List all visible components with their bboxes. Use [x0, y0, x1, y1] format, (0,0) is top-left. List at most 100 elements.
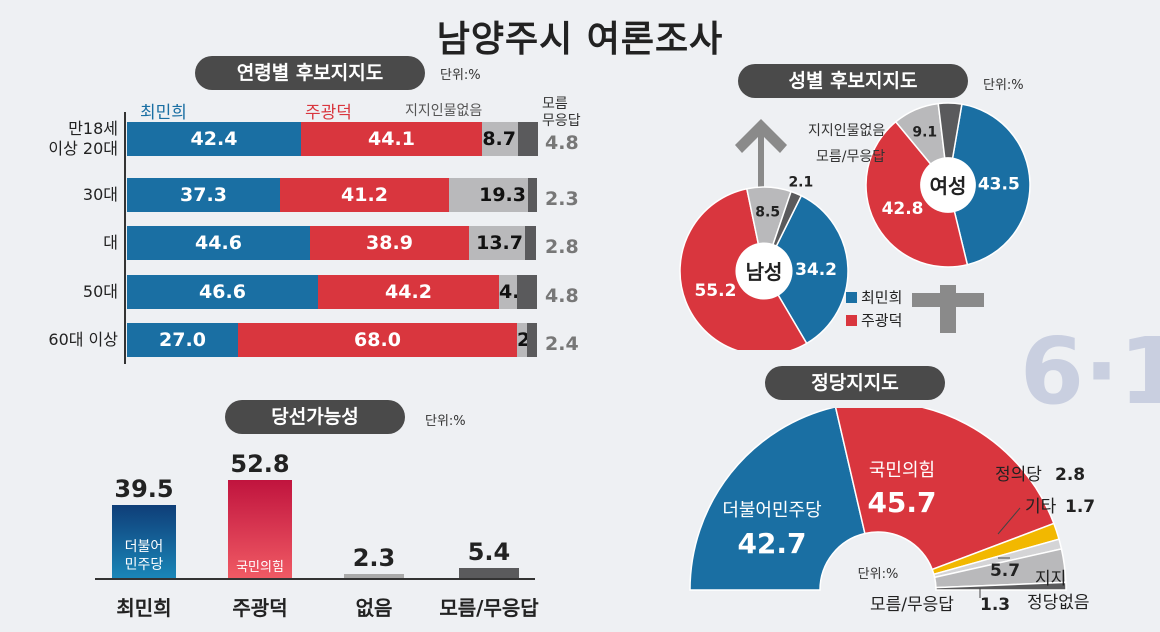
- age-row-bar: 37.3 41.2 19.3: [127, 178, 537, 212]
- party-nosupport-value: 5.7: [990, 561, 1020, 581]
- age-row-label: 대: [103, 233, 118, 252]
- age-row-bar: 27.068.02.5: [127, 323, 537, 357]
- party-ppp-label: 국민의힘: [869, 460, 935, 481]
- female-symbol-icon: [940, 285, 956, 333]
- age-seg-ju: 44.2: [318, 275, 499, 309]
- male-unknown-label: 모름/무응답: [816, 149, 886, 165]
- party-dem-label: 더불어민주당: [722, 500, 821, 521]
- female-pie-ju: [865, 120, 969, 268]
- male-pie-value-choi: 34.2: [795, 260, 837, 280]
- party-other-label: 기타: [1025, 497, 1057, 517]
- age-seg-ju: 38.9: [310, 226, 469, 260]
- age-unit: 단위:%: [440, 68, 481, 83]
- male-symbol-icon: [735, 119, 787, 190]
- win-bar-value: 5.4: [467, 538, 511, 566]
- age-seg-choi: 46.6: [127, 275, 318, 309]
- party-justice-value: 2.8: [1055, 465, 1085, 485]
- win-unit: 단위:%: [425, 414, 466, 429]
- party-seg-dem: [689, 408, 866, 591]
- win-bar-value: 52.8: [230, 450, 290, 478]
- win-bar-name: 모름/무응답: [439, 596, 539, 620]
- age-seg-ju: 41.2: [280, 178, 449, 212]
- win-bar1-party-line1: 더불어: [124, 539, 164, 555]
- age-seg-choi: 42.4: [127, 122, 301, 156]
- age-unknown-value: 4.8: [545, 132, 579, 154]
- female-pie-value-none: 9.1: [912, 125, 937, 141]
- age-seg-none: 4.4: [499, 275, 517, 309]
- age-row-label: 만18세 이상 20대: [48, 119, 118, 158]
- female-pie-value-choi: 43.5: [978, 174, 1020, 194]
- age-seg-none: 8.7: [482, 122, 518, 156]
- female-pie-choi: [947, 103, 1031, 266]
- age-row-label: 50대: [82, 282, 118, 301]
- age-section-heading: 연령별 후보지지도: [195, 56, 425, 90]
- gender-legend: 최민희 주광덕: [846, 286, 902, 331]
- female-pie-value-ju: 42.8: [882, 199, 924, 219]
- win-section-heading: 당선가능성: [225, 400, 405, 434]
- age-seg-choi: 44.6: [127, 226, 310, 260]
- party-justice-label: 정의당: [995, 465, 1042, 485]
- male-pie-value-unknown: 2.1: [788, 174, 813, 190]
- win-bar-value: 2.3: [352, 544, 396, 572]
- page-title: 남양주시 여론조사: [436, 19, 724, 60]
- legend-ju-swatch: [846, 314, 857, 326]
- win-bar-name: 최민희: [116, 596, 172, 620]
- age-unknown-value: 2.8: [545, 236, 579, 258]
- age-row-label: 60대 이상: [48, 330, 118, 349]
- party-seg-unknown: [935, 581, 1067, 591]
- age-row-bar: 46.644.24.4: [127, 275, 537, 309]
- age-row-label: 30대: [82, 185, 118, 204]
- age-seg-none: 13.7: [469, 226, 525, 260]
- legend-choi-text: 최민희: [861, 288, 903, 307]
- win-bar-ju: [228, 480, 292, 578]
- age-legend-choi: 최민희: [140, 103, 187, 123]
- female-symbol-bar: [912, 293, 984, 307]
- age-legend-none: 지지인물없음: [405, 103, 483, 119]
- age-seg-ju: 44.1: [301, 122, 482, 156]
- party-other-value: 1.7: [1065, 497, 1095, 517]
- female-pie-value-unknown: 4.6: [938, 95, 963, 99]
- age-legend-unknown: 모름 무응답: [542, 96, 581, 130]
- age-seg-choi: 27.0: [127, 323, 238, 357]
- age-seg-none: 19.3: [449, 178, 528, 212]
- win-bar-name: 주광덕: [232, 596, 288, 620]
- party-unknown-label: 모름/무응답: [870, 595, 954, 615]
- win-bar1-party: 더불어 민주당: [112, 538, 176, 574]
- gender-section-heading: 성별 후보지지도: [738, 64, 968, 98]
- party-ppp-value: 45.7: [867, 486, 936, 519]
- party-seg-ppp: [835, 408, 1055, 571]
- age-seg-none: 2.5: [517, 323, 527, 357]
- age-seg-unknown: [528, 178, 537, 212]
- legend-ju-text: 주광덕: [861, 311, 903, 329]
- age-seg-choi: 37.3: [127, 178, 280, 212]
- age-axis-line: [124, 112, 126, 364]
- male-pie-label: 남성: [746, 260, 783, 284]
- win-bar-choi: [112, 505, 176, 578]
- party-nosupport-label2: 정당없음: [1027, 593, 1090, 613]
- female-pie-center: [920, 157, 976, 213]
- age-unknown-value: 4.8: [545, 285, 579, 307]
- win-bar-value: 39.5: [114, 475, 174, 503]
- male-none-label: 지지인물없음: [808, 123, 886, 139]
- party-nosupport-label1: 지지: [1035, 569, 1066, 589]
- age-seg-unknown: [525, 226, 536, 260]
- age-unknown-value: 2.4: [545, 333, 579, 355]
- age-seg-unknown: [518, 122, 538, 156]
- win-bar-name: 없음: [355, 596, 393, 620]
- male-pie-center: [735, 242, 793, 300]
- male-pie-value-ju: 55.2: [694, 281, 736, 301]
- party-leader-other: [997, 507, 1021, 535]
- age-row-bar: 44.6 38.9 13.7: [127, 226, 536, 260]
- background-date-mark: 6·1: [1020, 318, 1160, 425]
- age-legend-unknown1: 모름: [542, 96, 568, 112]
- age-seg-unknown: [527, 323, 537, 357]
- win-bar1-party-line2: 민주당: [124, 557, 164, 573]
- male-pie-value-none: 8.5: [755, 205, 780, 221]
- win-bar-none: [344, 574, 404, 578]
- legend-choi-swatch: [846, 292, 857, 303]
- gender-pies: 34.2 55.2 8.5 2.1 남성 43.5 42.8 9.1 4.6 여성: [679, 95, 1031, 350]
- age-legend-unknown2: 무응답: [542, 113, 581, 129]
- win-bar2-party: 국민의힘: [236, 560, 284, 575]
- age-legend-ju: 주광덕: [305, 103, 352, 123]
